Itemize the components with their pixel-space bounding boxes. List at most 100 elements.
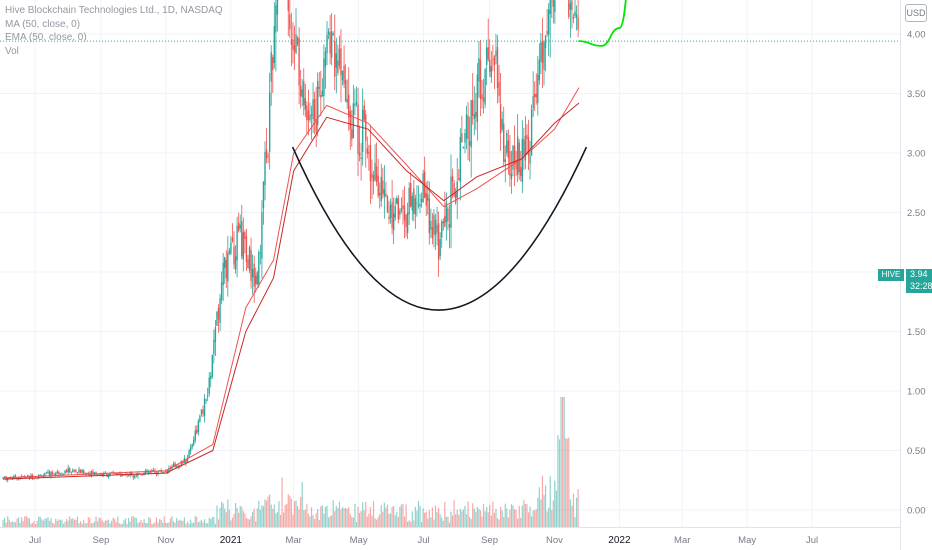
volume-bar (87, 517, 89, 527)
volume-bar (453, 500, 455, 527)
volume-bar (41, 519, 43, 527)
volume-bar (532, 510, 534, 527)
volume-bar (5, 522, 7, 527)
candle-body (317, 81, 319, 125)
candle-body (44, 473, 46, 476)
volume-bar (523, 500, 525, 527)
volume-bar (456, 509, 458, 527)
candle-body (2, 477, 4, 479)
candle-body (62, 474, 65, 475)
candle-body (293, 45, 296, 52)
projection-brush-drawing[interactable] (578, 0, 700, 47)
volume-bar (348, 506, 350, 527)
volume-bar (531, 516, 533, 527)
volume-bar (281, 477, 283, 527)
volume-bar (86, 523, 88, 527)
volume-bar (236, 507, 238, 527)
candle-body (512, 145, 514, 170)
volume-bar (383, 502, 385, 527)
volume-bar (262, 506, 265, 527)
candle-body (234, 255, 237, 270)
volume-bar (455, 514, 457, 527)
legend-ma[interactable]: MA (50, close, 0) (5, 18, 81, 30)
volume-bar (397, 517, 399, 527)
volume-bar (72, 518, 74, 527)
candle-body (107, 475, 110, 478)
chart-grid (0, 0, 900, 527)
volume-bar (95, 516, 97, 527)
candle-body (182, 461, 184, 464)
candle-body (185, 459, 187, 463)
candle-body (543, 42, 545, 70)
volume-bar (128, 517, 130, 527)
candle-body (453, 183, 455, 197)
volume-bar (465, 514, 468, 527)
candle-body (219, 298, 221, 324)
candle-body (258, 252, 260, 285)
volume-bar (425, 511, 427, 527)
volume-bar (575, 497, 578, 527)
legend-title[interactable]: Hive Blockchain Technologies Ltd., 1D, N… (5, 5, 223, 16)
candle-body (196, 429, 198, 434)
ma-50-line (3, 87, 580, 479)
volume-bar (58, 519, 60, 527)
candle-body (255, 275, 257, 285)
volume-bar (182, 520, 184, 527)
candle-body (468, 141, 471, 146)
volume-bar (439, 514, 441, 527)
price-tag-price: 3.94 (910, 269, 928, 279)
candle-body (247, 259, 249, 269)
volume-bar (233, 513, 235, 527)
volume-bar (13, 522, 15, 527)
volume-bar (436, 511, 438, 527)
volume-bar (363, 510, 365, 527)
volume-bar (200, 519, 203, 527)
volume-bar (372, 501, 375, 527)
volume-bar (154, 522, 156, 527)
volume-bar (548, 507, 550, 527)
volume-bar (216, 505, 218, 527)
candle-body (510, 173, 513, 179)
volume-bar (565, 437, 567, 527)
volume-bar (388, 513, 390, 527)
volume-bar (486, 506, 488, 527)
volume-bar (245, 518, 248, 527)
candle-body (371, 173, 373, 178)
volume-bar (38, 516, 40, 527)
candle-body (340, 48, 342, 76)
candle-body (445, 202, 448, 223)
cup-arc-drawing[interactable] (291, 146, 588, 311)
candle-body (361, 109, 364, 153)
volume-bar (89, 517, 91, 527)
candle-body (575, 14, 578, 18)
ema-50-line (3, 102, 580, 480)
legend-ema[interactable]: EMA (50, close, 0) (5, 32, 87, 43)
volume-bar (475, 511, 477, 527)
candle-body (538, 59, 541, 81)
candle-body (132, 475, 134, 478)
volume-bar (320, 506, 322, 527)
time-axis[interactable]: Jul Sep Nov 2021 Mar May Jul Sep Nov 2022 Mar May Ju… (0, 527, 900, 547)
volume-bar (168, 522, 170, 527)
currency-button[interactable]: USD (905, 4, 927, 22)
candle-body (459, 137, 462, 182)
volume-bar (269, 494, 271, 527)
candle-body (163, 471, 165, 473)
volume-bar (19, 522, 21, 527)
candle-body (355, 101, 358, 105)
x-tick-label: Sep (481, 535, 498, 546)
candle-body (521, 138, 524, 182)
volume-bar (25, 516, 27, 527)
candle-body (177, 465, 179, 467)
volume-bar (422, 508, 424, 527)
candle-body (206, 395, 209, 398)
candle-body (189, 446, 192, 452)
volume-bar (450, 511, 452, 527)
legend-vol[interactable]: Vol (5, 45, 19, 57)
candle-body (484, 69, 486, 105)
volume-bar (569, 499, 571, 527)
volume-bar (410, 521, 412, 527)
candle-body (76, 472, 79, 474)
candle-body (434, 220, 437, 236)
